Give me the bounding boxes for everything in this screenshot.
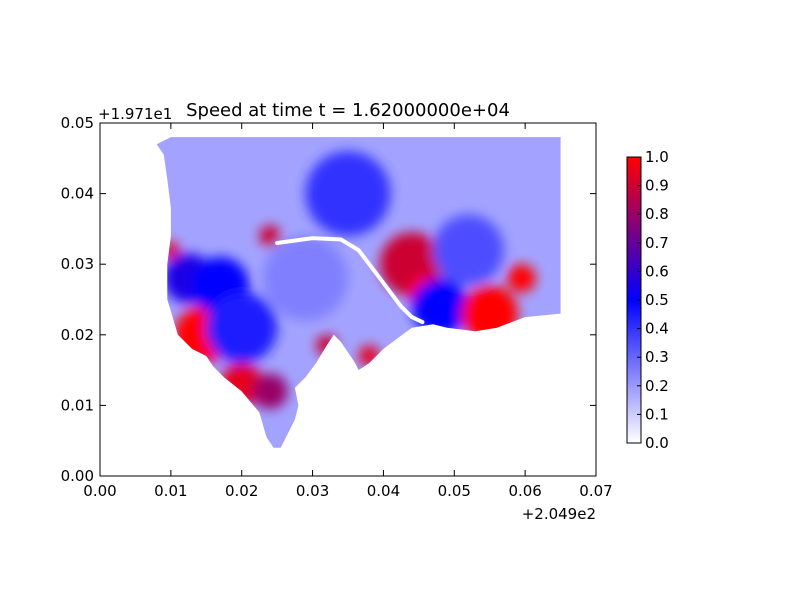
speed-hotspot xyxy=(358,345,380,367)
speed-hotspot xyxy=(316,334,338,357)
colorbar-tick-label: 0.9 xyxy=(645,177,669,195)
y-offset-label: +1.971e1 xyxy=(98,105,172,123)
speed-hotspot xyxy=(252,373,288,409)
plot-frame xyxy=(99,122,597,477)
speed-hotspot xyxy=(433,214,504,286)
speed-hotspot xyxy=(162,241,180,259)
y-tick-label: 0.03 xyxy=(61,255,94,273)
speed-hotspot xyxy=(305,151,391,237)
x-tick-label: 0.01 xyxy=(154,482,187,500)
colorbar-tick-label: 0.0 xyxy=(645,434,669,452)
x-tick-label: 0.03 xyxy=(296,482,329,500)
colorbar-tick-label: 1.0 xyxy=(645,148,669,166)
speed-field xyxy=(156,137,561,448)
colorbar-tick-label: 0.3 xyxy=(645,348,669,366)
colorbar-ticks: 0.0 0.1 0.2 0.3 0.4 0.5 0.6 0.7 0.8 0.9 1.0 xyxy=(637,148,669,452)
y-tick-label: 0.05 xyxy=(61,114,94,132)
y-tick-label: 0.02 xyxy=(61,326,94,344)
x-tick-label: 0.02 xyxy=(225,482,258,500)
x-tick-label: 0.04 xyxy=(367,482,400,500)
x-tick-label: 0.00 xyxy=(83,482,116,500)
y-tick-label: 0.04 xyxy=(61,185,94,203)
colorbar-tick-label: 0.2 xyxy=(645,377,669,395)
speed-hotspot xyxy=(206,292,278,364)
speed-hotspot xyxy=(259,225,281,247)
y-axis: 0.00 0.01 0.02 0.03 0.04 0.05 xyxy=(61,114,596,485)
colorbar-tick-label: 0.7 xyxy=(645,234,669,252)
colorbar-tick-label: 0.5 xyxy=(645,291,669,309)
x-tick-label: 0.05 xyxy=(438,482,471,500)
x-offset-label: +2.049e2 xyxy=(522,505,596,523)
y-tick-label: 0.00 xyxy=(61,467,94,485)
chart-title: Speed at time t = 1.62000000e+04 xyxy=(186,100,510,121)
speed-hotspot xyxy=(262,235,348,321)
speed-hotspot xyxy=(461,285,519,342)
speed-hotspot xyxy=(507,264,536,293)
colorbar-tick-label: 0.1 xyxy=(645,405,669,423)
heatmap-area xyxy=(156,137,561,448)
x-tick-label: 0.06 xyxy=(508,482,541,500)
x-axis: 0.00 0.01 0.02 0.03 0.04 0.05 0.06 0.07 xyxy=(83,123,613,500)
colorbar-tick-label: 0.6 xyxy=(645,262,669,280)
speed-hotspot xyxy=(411,278,469,335)
colorbar-tick-label: 0.8 xyxy=(645,205,669,223)
colorbar-tick-label: 0.4 xyxy=(645,320,669,338)
x-tick-label: 0.07 xyxy=(579,482,612,500)
colorbar: 0.0 0.1 0.2 0.3 0.4 0.5 0.6 0.7 0.8 0.9 1.0 xyxy=(626,148,669,452)
y-tick-label: 0.01 xyxy=(61,396,94,414)
channel-line xyxy=(275,236,425,325)
